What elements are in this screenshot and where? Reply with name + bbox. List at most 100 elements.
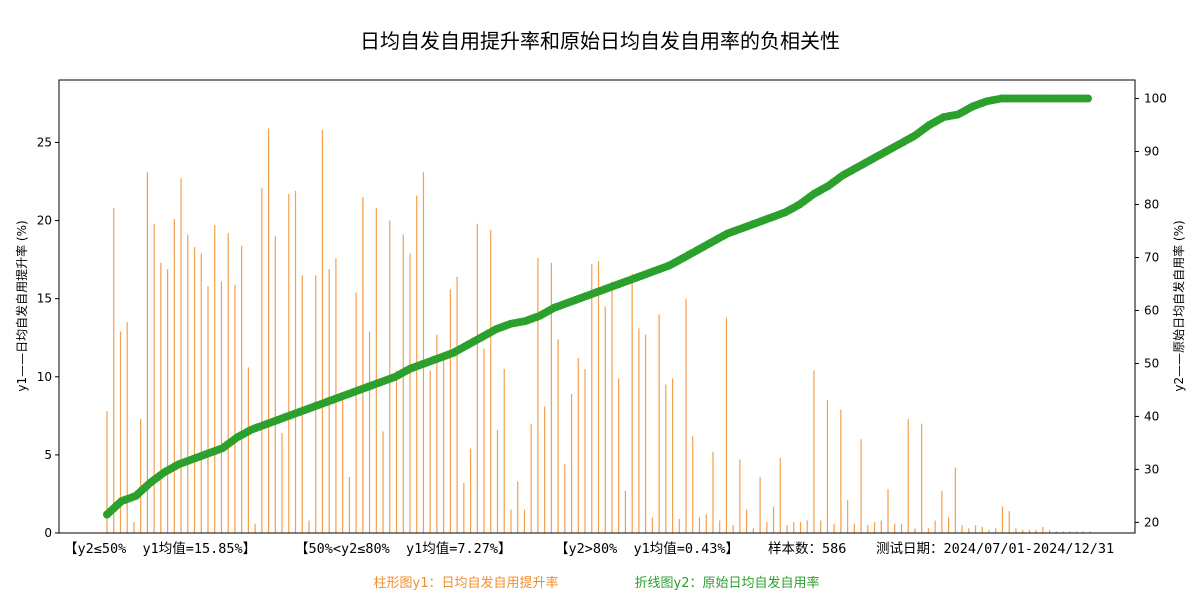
bar <box>752 528 754 533</box>
bar <box>402 234 404 533</box>
summary-group-1: 【y2≤50% y1均值=15.85%】 <box>64 541 256 557</box>
right-tick-label: 50 <box>1144 356 1159 370</box>
bar <box>981 526 983 533</box>
left-tick-label: 25 <box>37 135 52 149</box>
bar <box>395 370 398 533</box>
bar <box>113 208 115 533</box>
bar <box>577 358 579 533</box>
bar <box>537 258 539 533</box>
bar <box>153 223 155 533</box>
bar <box>214 225 216 533</box>
bar <box>685 298 687 533</box>
left-tick-label: 10 <box>37 370 52 384</box>
bar <box>954 467 956 533</box>
bar <box>422 172 425 533</box>
bar <box>611 281 613 533</box>
right-tick-label: 90 <box>1144 145 1159 159</box>
bar <box>1015 528 1017 533</box>
bar <box>1042 526 1044 533</box>
left-axis-label: y1——日均自发自用提升率 (%) <box>14 220 29 391</box>
bar <box>126 322 128 533</box>
bar <box>234 284 236 533</box>
bar <box>167 269 169 533</box>
chart-title: 日均自发自用提升率和原始日均自发自用率的负相关性 <box>360 29 840 53</box>
summary-test-date: 测试日期：2024/07/01-2024/12/31 <box>876 541 1114 557</box>
bar <box>1022 529 1024 533</box>
bar <box>584 368 586 533</box>
bar <box>786 525 788 533</box>
bar <box>651 517 653 533</box>
right-tick-label: 30 <box>1144 462 1159 476</box>
bar <box>624 490 627 533</box>
bar <box>927 528 930 533</box>
bar <box>517 481 519 533</box>
bar <box>887 489 889 533</box>
bar <box>187 234 189 533</box>
bar <box>564 464 566 533</box>
bar <box>974 525 977 533</box>
bar <box>698 517 701 533</box>
bar <box>247 367 249 533</box>
bar <box>456 276 458 533</box>
bar <box>443 359 445 533</box>
bar <box>476 223 478 533</box>
bar <box>308 520 310 533</box>
bar <box>483 348 485 533</box>
bar <box>766 522 768 533</box>
bar <box>409 253 411 533</box>
bar <box>739 459 741 533</box>
bar <box>867 525 869 533</box>
bar <box>934 520 936 533</box>
bar <box>907 418 909 533</box>
bar <box>254 523 256 533</box>
bar <box>207 286 209 533</box>
bar <box>873 522 876 533</box>
right-tick-label: 20 <box>1144 515 1159 529</box>
bar <box>496 429 499 533</box>
bar <box>645 334 647 533</box>
bar <box>294 190 297 533</box>
summary-group-3: 【y2>80% y1均值=0.43%】 <box>555 541 739 557</box>
bar <box>355 292 357 533</box>
bar <box>1055 531 1057 533</box>
summary-group-2: 【50%<y2≤80% y1均值=7.27%】 <box>295 541 512 557</box>
bar <box>1082 531 1084 533</box>
bar <box>1089 531 1091 533</box>
bar <box>820 520 822 533</box>
bar <box>591 264 593 533</box>
bar <box>719 520 721 533</box>
bar <box>678 518 680 533</box>
left-tick-label: 20 <box>37 214 52 228</box>
bar <box>880 520 882 533</box>
bar <box>321 129 324 534</box>
legend-bar-label: 柱形图y1：日均自发自用提升率 <box>374 575 559 591</box>
bar <box>692 436 694 533</box>
bar <box>362 197 364 533</box>
bar <box>840 409 842 533</box>
summary-sample-count: 样本数：586 <box>768 541 846 557</box>
bar <box>948 517 950 533</box>
bar <box>941 490 943 533</box>
left-tick-label: 15 <box>37 292 52 306</box>
bar <box>658 314 660 533</box>
bar <box>570 393 573 533</box>
bar <box>813 370 815 533</box>
bar-series <box>106 128 1091 534</box>
bar <box>793 522 795 533</box>
right-tick-label: 100 <box>1144 92 1167 106</box>
bar <box>847 500 849 533</box>
line-marker <box>1084 94 1092 103</box>
bar <box>638 328 640 533</box>
bar <box>725 317 728 533</box>
right-y-axis: 20 30 40 50 60 70 80 90 100 <box>1135 92 1167 529</box>
bar <box>342 397 344 533</box>
bar <box>463 483 465 533</box>
left-tick-label: 5 <box>44 448 52 462</box>
bar <box>530 423 532 533</box>
bar <box>712 451 714 533</box>
bar <box>799 522 802 533</box>
bar <box>705 514 707 533</box>
bar <box>382 431 384 533</box>
plot-frame <box>58 79 1136 534</box>
